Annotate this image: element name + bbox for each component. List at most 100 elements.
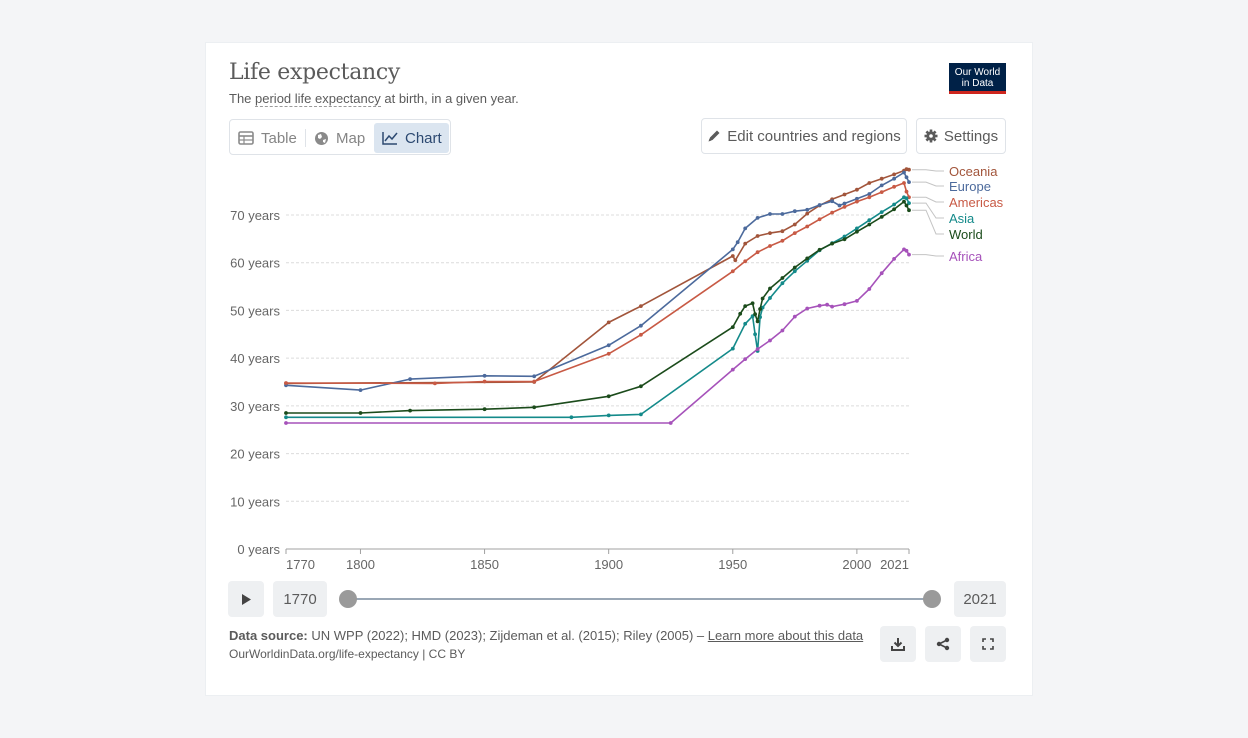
data-point	[830, 241, 834, 246]
data-point	[755, 319, 760, 324]
timeline-start-handle[interactable]	[339, 590, 357, 608]
data-point	[780, 328, 785, 333]
series-oceania	[284, 167, 911, 386]
y-tick-label: 20 years	[230, 447, 280, 462]
edit-countries-label: Edit countries and regions	[727, 127, 901, 145]
data-point	[780, 238, 785, 243]
data-point	[907, 201, 911, 206]
data-source: Data source: UN WPP (2022); HMD (2023); …	[229, 628, 863, 643]
data-point	[755, 250, 760, 255]
data-point	[482, 379, 487, 384]
page-subtitle: The period life expectancy at birth, in …	[229, 91, 519, 107]
data-point	[606, 320, 611, 325]
data-point	[842, 237, 847, 242]
data-point	[569, 415, 574, 420]
series-world	[284, 199, 911, 415]
gear-icon	[924, 129, 938, 143]
data-point	[837, 203, 842, 208]
data-point	[907, 167, 911, 172]
data-point	[284, 421, 288, 425]
data-point	[284, 411, 288, 415]
data-source-text: UN WPP (2022); HMD (2023); Zijdeman et a…	[307, 628, 708, 643]
series-asia	[284, 195, 911, 420]
data-point	[408, 408, 412, 413]
share-button[interactable]	[925, 626, 961, 662]
data-point	[768, 296, 772, 300]
learn-more-link[interactable]: Learn more about this data	[707, 628, 864, 643]
x-tick-label: 1900	[594, 557, 623, 572]
fullscreen-button[interactable]	[970, 626, 1006, 662]
data-point	[904, 203, 909, 208]
data-point	[867, 181, 872, 185]
data-point	[855, 196, 859, 201]
data-point	[902, 181, 906, 185]
play-button[interactable]	[228, 581, 264, 617]
data-point	[755, 216, 760, 220]
data-point	[639, 384, 643, 389]
data-point	[904, 196, 909, 201]
data-point	[805, 306, 810, 311]
data-point	[780, 276, 785, 280]
timeline-end-handle[interactable]	[923, 590, 941, 608]
data-point	[768, 338, 772, 343]
timeline-slider[interactable]	[336, 588, 944, 610]
data-point	[792, 269, 797, 274]
period-life-expectancy-link[interactable]: period life expectancy	[255, 91, 381, 107]
legend-connector	[912, 202, 944, 219]
data-point	[433, 381, 437, 386]
data-point	[867, 218, 872, 223]
data-point	[532, 374, 537, 379]
tab-chart[interactable]: Chart	[374, 123, 449, 153]
data-point	[907, 208, 911, 213]
data-point	[532, 405, 537, 410]
data-point	[904, 248, 909, 253]
data-point	[805, 256, 810, 261]
data-point	[825, 302, 829, 307]
tab-map[interactable]: Map	[314, 123, 372, 153]
tab-divider	[305, 129, 306, 147]
data-point	[842, 192, 847, 197]
source-url[interactable]: OurWorldinData.org/life-expectancy | CC …	[229, 647, 466, 661]
data-point	[768, 244, 772, 248]
x-tick-label: 2021	[880, 557, 909, 572]
data-point	[792, 314, 797, 319]
owid-logo[interactable]: Our World in Data	[949, 63, 1006, 94]
data-point	[743, 357, 748, 361]
data-point	[842, 205, 847, 209]
legend-connector	[912, 209, 944, 235]
data-point	[639, 332, 643, 337]
data-point	[750, 301, 755, 306]
data-point	[730, 367, 735, 372]
legend-connector	[912, 181, 944, 187]
data-point	[867, 195, 872, 200]
data-point	[892, 257, 896, 261]
view-tabs: Table Map Chart	[229, 119, 451, 155]
data-point	[817, 247, 822, 252]
series-europe	[284, 170, 911, 392]
download-button[interactable]	[880, 626, 916, 662]
tab-table[interactable]: Table	[238, 123, 304, 153]
data-point	[639, 323, 643, 328]
globe-icon	[315, 131, 328, 145]
settings-button[interactable]: Settings	[916, 118, 1006, 154]
logo-line1: Our World	[954, 67, 1001, 78]
data-point	[792, 231, 797, 236]
data-point	[842, 302, 847, 307]
data-point	[855, 299, 859, 303]
y-tick-label: 30 years	[230, 399, 280, 414]
data-point	[892, 172, 896, 177]
data-point	[758, 307, 762, 311]
edit-countries-button[interactable]: Edit countries and regions	[701, 118, 907, 154]
subtitle-pre: The	[229, 91, 256, 106]
data-point	[284, 415, 288, 420]
data-point	[817, 303, 822, 308]
data-point	[879, 215, 884, 219]
end-year-label: 2021	[954, 581, 1006, 617]
data-point	[855, 199, 859, 204]
data-point	[805, 207, 810, 212]
data-point	[867, 192, 872, 196]
x-tick-label: 1850	[470, 557, 499, 572]
x-tick-label: 2000	[842, 557, 871, 572]
data-point	[482, 373, 487, 378]
data-point	[606, 394, 611, 399]
